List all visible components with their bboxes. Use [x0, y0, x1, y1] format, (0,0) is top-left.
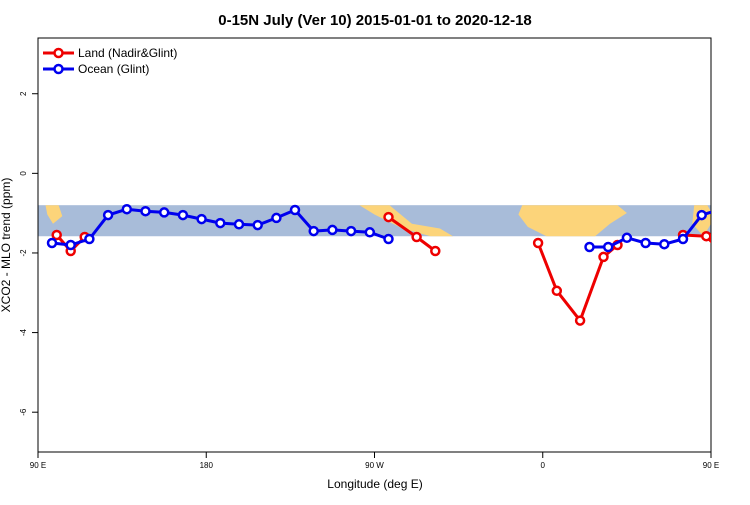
data-point-ocean	[235, 220, 243, 228]
x-tick-label: 90 E	[703, 461, 719, 470]
data-point-land	[716, 247, 724, 255]
x-tick-label: 180	[200, 461, 214, 470]
data-point-ocean	[735, 207, 743, 215]
legend: Land (Nadir&Glint) Ocean (Glint)	[43, 46, 177, 76]
data-point-ocean	[310, 227, 318, 235]
map-land-southeast-asia-repeat	[726, 205, 750, 230]
data-point-ocean	[104, 211, 112, 219]
data-point-land	[534, 239, 542, 247]
data-point-land	[600, 253, 608, 261]
data-point-ocean	[366, 228, 374, 236]
x-tick-label: 90 E	[30, 461, 46, 470]
data-point-ocean	[698, 211, 706, 219]
data-point-ocean	[216, 219, 224, 227]
data-point-land	[576, 317, 584, 325]
data-point-ocean	[160, 208, 168, 216]
data-point-ocean	[347, 227, 355, 235]
x-axis-label: Longitude (deg E)	[327, 477, 422, 491]
x-tick-label: 0	[541, 461, 546, 470]
data-point-ocean	[642, 239, 650, 247]
data-point-ocean	[604, 243, 612, 251]
data-point-land	[730, 233, 738, 241]
y-tick-label: -2	[19, 249, 28, 257]
data-point-ocean	[660, 240, 668, 248]
y-tick-label: -4	[19, 328, 28, 336]
data-point-ocean	[623, 234, 631, 242]
data-point-ocean	[67, 241, 75, 249]
data-point-land	[431, 247, 439, 255]
data-point-land	[702, 232, 710, 240]
y-tick-label: 2	[19, 91, 28, 96]
data-point-ocean	[85, 235, 93, 243]
data-point-ocean	[328, 226, 336, 234]
data-point-land	[53, 231, 61, 239]
data-point-land	[553, 287, 561, 295]
y-tick-label: -6	[19, 408, 28, 416]
data-point-land	[385, 213, 393, 221]
legend-label-ocean: Ocean (Glint)	[78, 62, 149, 76]
data-point-land	[413, 233, 421, 241]
data-point-ocean	[198, 215, 206, 223]
data-point-ocean	[716, 205, 724, 213]
data-point-ocean	[272, 214, 280, 222]
legend-marker-land	[55, 49, 63, 57]
data-point-ocean	[291, 206, 299, 214]
data-point-ocean	[142, 207, 150, 215]
y-axis: 2 0 -2 -4 -6	[19, 91, 38, 416]
y-axis-label: XCO2 - MLO trend (ppm)	[0, 178, 13, 313]
x-tick-label: 90 W	[365, 461, 384, 470]
legend-label-land: Land (Nadir&Glint)	[78, 46, 177, 60]
y-tick-label: 0	[19, 171, 28, 176]
data-point-ocean	[385, 235, 393, 243]
data-point-ocean	[679, 235, 687, 243]
data-point-ocean	[179, 211, 187, 219]
data-point-ocean	[123, 205, 131, 213]
data-point-ocean	[48, 239, 56, 247]
data-point-ocean	[586, 243, 594, 251]
x-axis: 90 E 180 90 W 0 90 E	[30, 452, 719, 470]
chart-title: 0-15N July (Ver 10) 2015-01-01 to 2020-1…	[218, 12, 532, 29]
legend-marker-ocean	[55, 65, 63, 73]
data-point-ocean	[254, 221, 262, 229]
